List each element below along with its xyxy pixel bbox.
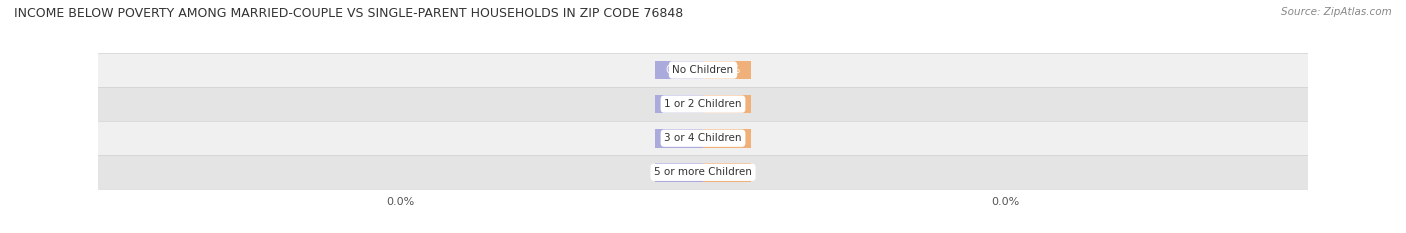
Text: 0.0%: 0.0%	[714, 99, 741, 109]
Text: 5 or more Children: 5 or more Children	[654, 167, 752, 177]
Bar	[703, 163, 751, 182]
Text: 0.0%: 0.0%	[665, 167, 692, 177]
Text: 3 or 4 Children: 3 or 4 Children	[664, 133, 742, 143]
Bar	[98, 53, 1308, 87]
Bar	[655, 61, 703, 79]
Text: 1 or 2 Children: 1 or 2 Children	[664, 99, 742, 109]
Bar	[655, 129, 703, 147]
Bar	[98, 155, 1308, 189]
Bar	[98, 87, 1308, 121]
Text: INCOME BELOW POVERTY AMONG MARRIED-COUPLE VS SINGLE-PARENT HOUSEHOLDS IN ZIP COD: INCOME BELOW POVERTY AMONG MARRIED-COUPL…	[14, 7, 683, 20]
Bar	[655, 95, 703, 113]
Text: 0.0%: 0.0%	[714, 167, 741, 177]
Text: 0.0%: 0.0%	[665, 99, 692, 109]
Bar	[98, 121, 1308, 155]
Text: 0.0%: 0.0%	[665, 133, 692, 143]
Bar	[703, 61, 751, 79]
Text: No Children: No Children	[672, 65, 734, 75]
Text: 0.0%: 0.0%	[714, 65, 741, 75]
Bar	[703, 129, 751, 147]
Bar	[655, 163, 703, 182]
Text: 0.0%: 0.0%	[714, 133, 741, 143]
Bar	[703, 95, 751, 113]
Text: Source: ZipAtlas.com: Source: ZipAtlas.com	[1281, 7, 1392, 17]
Text: 0.0%: 0.0%	[665, 65, 692, 75]
